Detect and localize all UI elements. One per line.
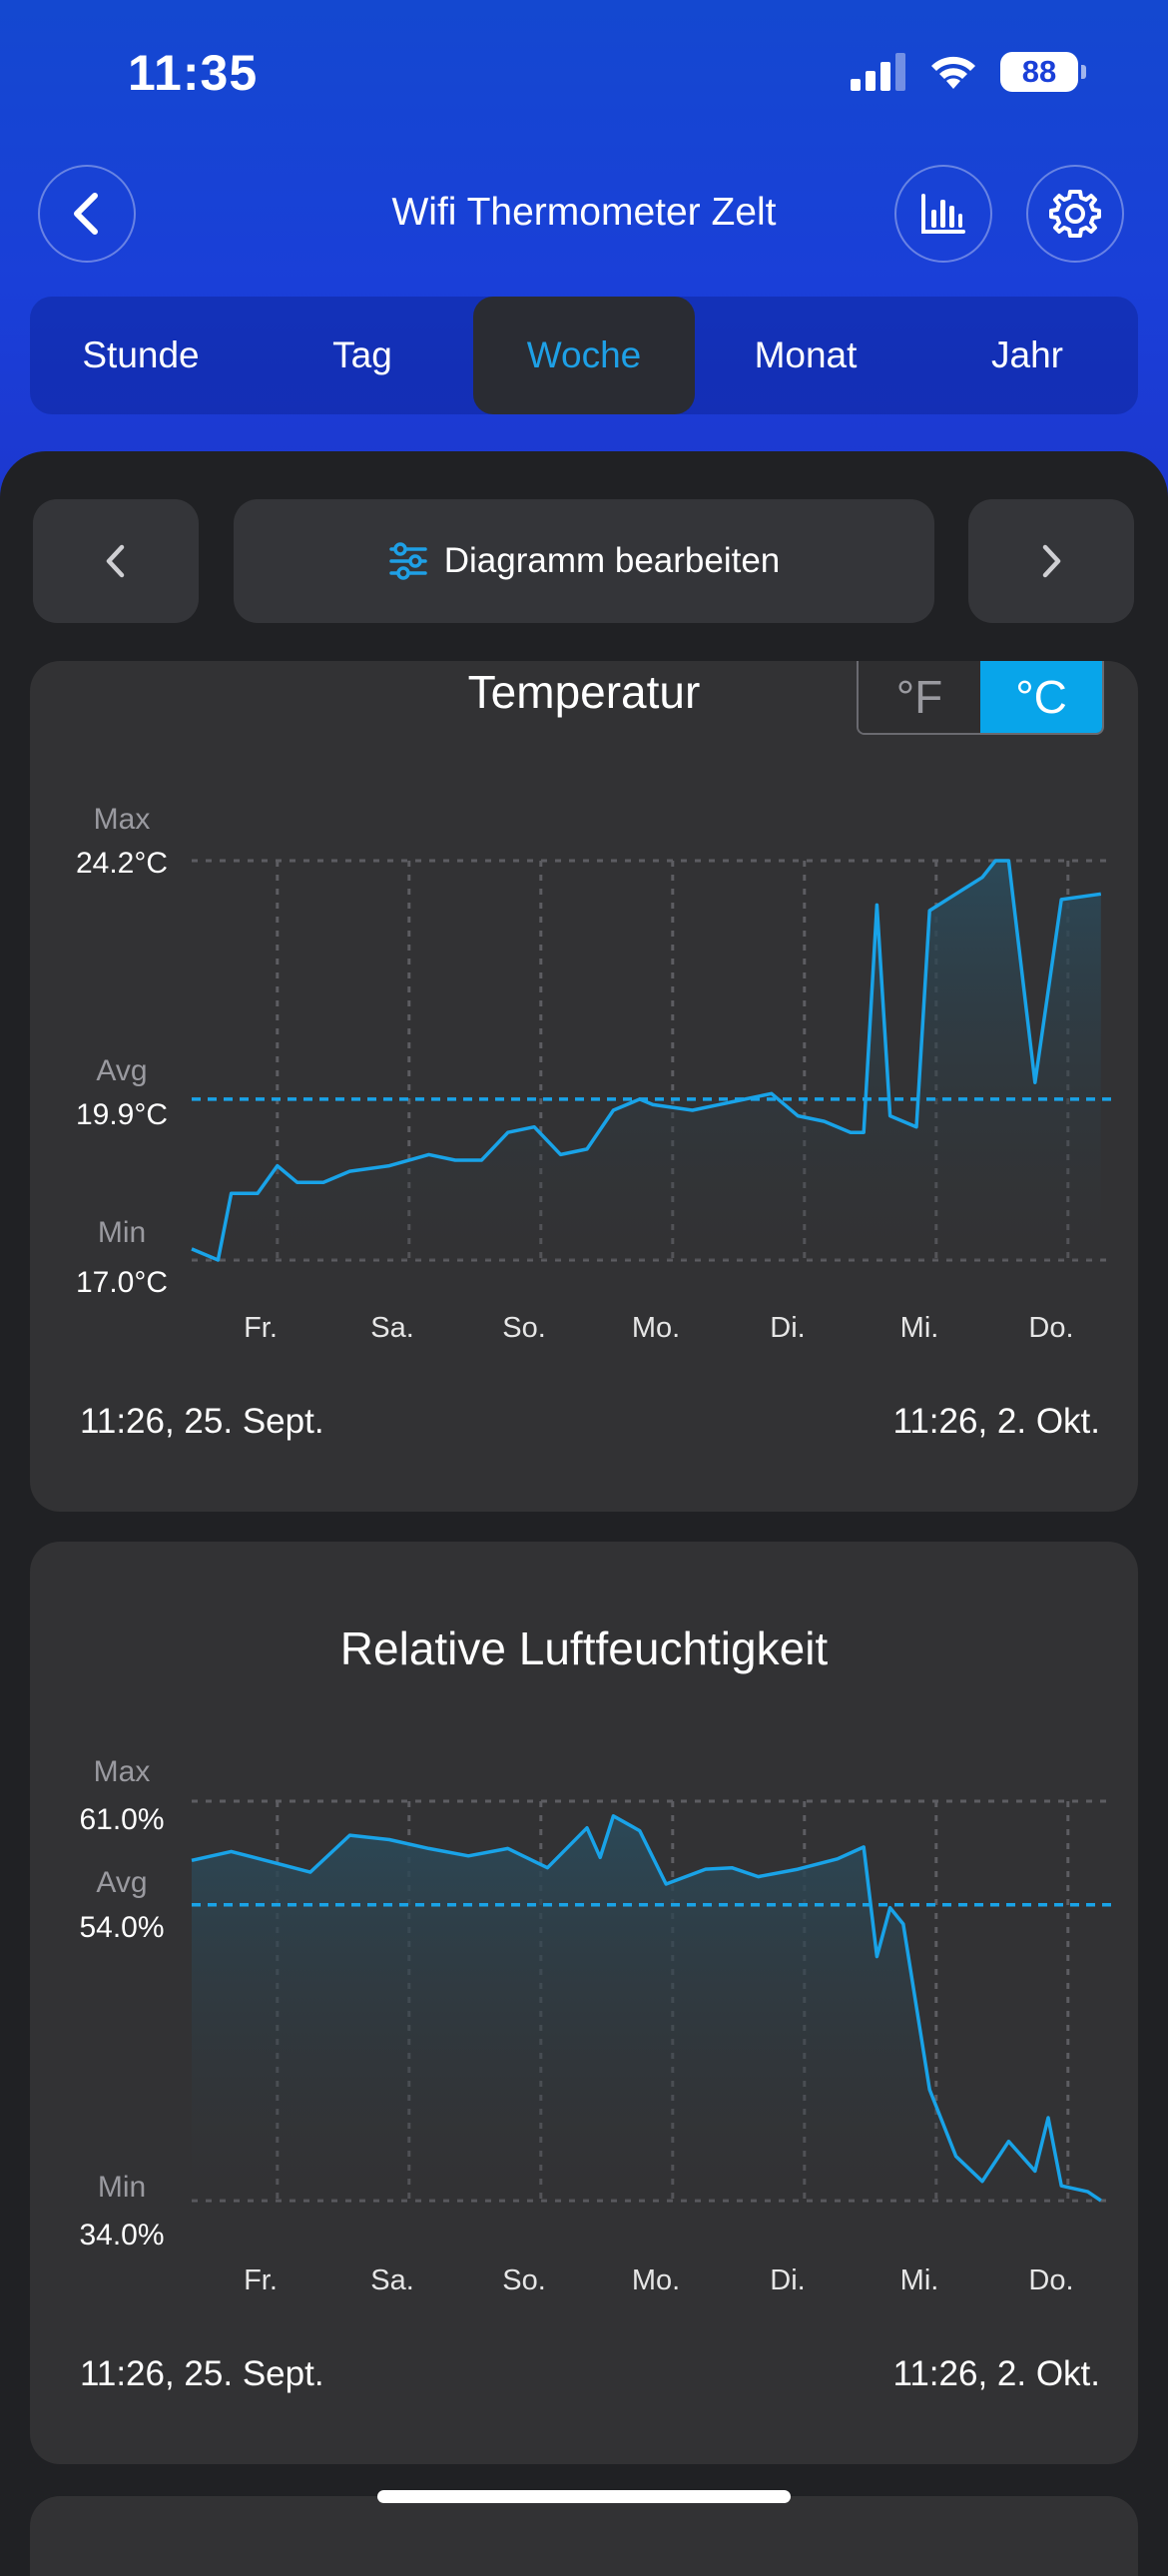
hum-day-label: Sa. <box>370 2264 414 2296</box>
temp-day-label: Sa. <box>370 1312 414 1344</box>
settings-button[interactable] <box>1026 165 1124 263</box>
tab-monat[interactable]: Monat <box>754 334 858 375</box>
temp-min-value: 17.0°C <box>75 1266 169 1299</box>
temp-day-label: Mo. <box>631 1312 681 1344</box>
humidity-card: Relative Luftfeuchtigkeit Max 61.0% Avg … <box>30 1542 1138 2464</box>
status-icons: 88 <box>851 52 1086 92</box>
next-card-peek <box>30 2496 1138 2576</box>
temp-day-label: Do. <box>1028 1312 1074 1344</box>
gear-icon <box>1049 190 1101 238</box>
hum-range-start: 11:26, 25. Sept. <box>80 2354 324 2393</box>
hum-max-label: Max <box>93 1755 151 1788</box>
chevron-left-icon <box>74 193 98 235</box>
edit-chart-label: Diagramm bearbeiten <box>443 541 781 580</box>
chevron-left-icon <box>106 544 125 578</box>
hum-day-label: Di. <box>770 2264 806 2296</box>
next-period-button[interactable] <box>968 499 1134 623</box>
temp-max-value: 24.2°C <box>75 847 169 880</box>
temp-range-start: 11:26, 25. Sept. <box>80 1402 324 1441</box>
page-title: Wifi Thermometer Zelt <box>391 191 777 234</box>
temp-range-end: 11:26, 2. Okt. <box>892 1402 1100 1441</box>
previous-period-button[interactable] <box>33 499 199 623</box>
temp-day-label: Fr. <box>244 1312 278 1344</box>
header-background <box>0 0 1168 519</box>
hum-area-fill <box>192 1815 1101 2201</box>
hum-day-label: Mo. <box>631 2264 681 2296</box>
edit-chart-button[interactable]: Diagramm bearbeiten <box>234 499 934 623</box>
tab-tag[interactable]: Tag <box>332 334 392 375</box>
unit-fahrenheit-button[interactable]: °F <box>859 661 980 733</box>
status-time: 11:35 <box>128 45 259 101</box>
bar-chart-icon <box>921 194 965 234</box>
temp-day-label: Di. <box>770 1312 806 1344</box>
temp-avg-value: 19.9°C <box>75 1098 169 1131</box>
humidity-chart <box>191 1799 1114 2203</box>
hum-day-label: Fr. <box>244 2264 278 2296</box>
period-tabs: Stunde Tag Woche Monat Jahr <box>30 297 1138 414</box>
tab-woche[interactable]: Woche <box>473 297 695 414</box>
home-indicator <box>377 2490 791 2503</box>
temp-area-fill <box>192 861 1101 1260</box>
hum-day-label: So. <box>502 2264 546 2296</box>
hum-avg-label: Avg <box>96 1866 148 1899</box>
nav-bar: Wifi Thermometer Zelt <box>0 165 1168 265</box>
temp-day-label: So. <box>502 1312 546 1344</box>
temp-max-label: Max <box>93 803 151 836</box>
temperature-title: Temperatur <box>467 666 701 718</box>
temperature-card: Temperatur °F °C Max 24.2°C Avg 19.9°C M… <box>30 661 1138 1512</box>
unit-toggle: °F °C <box>857 661 1104 735</box>
status-bar: 11:35 88 <box>0 0 1168 150</box>
hum-day-label: Mi. <box>899 2264 939 2296</box>
hum-min-value: 34.0% <box>79 2219 165 2252</box>
tab-jahr[interactable]: Jahr <box>991 334 1063 375</box>
back-button[interactable] <box>38 165 136 263</box>
temp-series-line <box>191 859 1102 1262</box>
temp-min-label: Min <box>97 1216 147 1249</box>
sliders-icon <box>388 542 427 580</box>
temp-day-label: Mi. <box>899 1312 939 1344</box>
hum-min-label: Min <box>97 2171 147 2204</box>
battery-level: 88 <box>1021 54 1057 89</box>
temperature-chart <box>191 859 1114 1262</box>
tab-stunde[interactable]: Stunde <box>82 334 200 375</box>
hum-max-value: 61.0% <box>79 1803 165 1836</box>
hum-series-line <box>191 1814 1102 2203</box>
temp-avg-label: Avg <box>96 1054 148 1087</box>
chart-view-button[interactable] <box>894 165 992 263</box>
humidity-title: Relative Luftfeuchtigkeit <box>339 1622 829 1674</box>
wifi-icon <box>931 56 975 89</box>
hum-range-end: 11:26, 2. Okt. <box>892 2354 1100 2393</box>
chevron-right-icon <box>1042 544 1061 578</box>
hum-day-label: Do. <box>1028 2264 1074 2296</box>
unit-celsius-button[interactable]: °C <box>980 661 1102 733</box>
cellular-signal-icon <box>851 53 905 91</box>
hum-avg-value: 54.0% <box>79 1911 165 1944</box>
battery-indicator: 88 <box>1000 52 1086 92</box>
